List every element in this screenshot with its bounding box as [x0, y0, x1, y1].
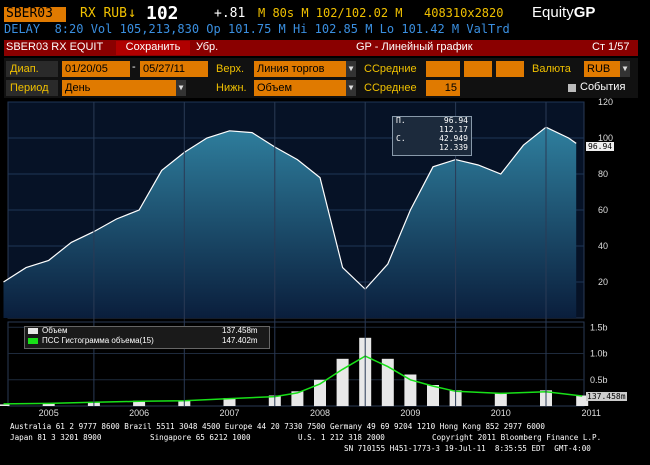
save-button[interactable]: Сохранить: [116, 41, 190, 55]
volume-bar: [576, 395, 589, 406]
lower-tick-label: 1.0b: [590, 349, 608, 359]
delete-button[interactable]: Убр.: [196, 41, 219, 53]
volume-bar: [133, 400, 146, 407]
volume-bar: [42, 403, 55, 406]
brand-equity: Equity: [532, 4, 574, 21]
x-year-label: 2011: [582, 408, 601, 418]
security-label[interactable]: SBER03 RX EQUIT: [6, 41, 104, 53]
legend-price-value: 96.94: [443, 116, 468, 125]
ticker-box[interactable]: [4, 7, 66, 22]
x-year-label: 2005: [39, 408, 59, 418]
currency-select[interactable]: RUB: [584, 61, 620, 77]
events-label[interactable]: События: [580, 81, 626, 93]
lower-select[interactable]: Объем: [254, 80, 346, 96]
brand: EquityGP: [532, 4, 595, 21]
currency-dropdown-icon[interactable]: ▼: [620, 61, 630, 77]
x-year-label: 2010: [491, 408, 511, 418]
volume-mav-line: [3, 355, 583, 405]
legend-row-c: C. 42.949: [396, 134, 468, 143]
upper-tick-label: 60: [598, 205, 608, 215]
events-checkbox[interactable]: [568, 84, 576, 92]
size-info: M 80s M 102/102.02 M: [258, 6, 403, 20]
footer-japan: Japan 81 3 3201 8900: [10, 433, 102, 442]
legend-c-value: 42.949: [439, 134, 468, 143]
last-price-tag: 96.94: [586, 142, 615, 151]
footer-session: SN 710155 H451-1773-3 19-Jul-11 8:35:55 …: [344, 444, 591, 453]
mav-legend-value: 147.402m: [222, 336, 258, 345]
date-to-input[interactable]: 05/27/11: [140, 61, 208, 77]
ma-input-1[interactable]: [426, 61, 460, 77]
upper-legend: [392, 116, 472, 156]
volume-bar: [381, 358, 394, 407]
volume-swatch: [28, 328, 38, 334]
footer-us: U.S. 1 212 318 2000: [298, 433, 385, 442]
volume-bar: [336, 358, 349, 407]
date-from-input[interactable]: 01/20/05: [62, 61, 130, 77]
volume-legend-value: 137.458m: [222, 326, 258, 335]
x-year-label: 2006: [129, 408, 149, 418]
volume-bar: [223, 398, 236, 406]
currency-label: Валюта: [532, 63, 571, 75]
legend-high-value: 112.17: [439, 125, 468, 134]
lower-label: Нижн.: [216, 82, 247, 94]
volume-bar: [427, 385, 439, 406]
volume-legend-label: Объем: [42, 326, 68, 335]
last-price: 102: [146, 3, 179, 24]
ma-input-2[interactable]: [464, 61, 492, 77]
legend-price-icon: П.: [396, 116, 406, 125]
volume-bar: [404, 374, 417, 406]
chart-title: GP - Линейный график: [356, 41, 473, 53]
lower-dropdown-icon[interactable]: ▼: [346, 80, 356, 96]
footer-bg: [4, 418, 644, 462]
legend-row-price: П. 96.94: [396, 116, 468, 125]
footer-copyright: Copyright 2011 Bloomberg Finance L.P.: [432, 433, 602, 442]
ma-label: ССредние: [364, 63, 417, 75]
period-label: Период: [6, 80, 58, 96]
last-volume-tag: 137.458m: [586, 392, 627, 401]
mav-swatch: [28, 338, 38, 344]
ticker[interactable]: SBER03: [6, 6, 53, 21]
volume-info: 408310x2820: [424, 6, 504, 20]
down-arrow-icon: ↓: [128, 5, 137, 21]
delay-line: DELAY 8:20 Vol 105,213,830 Op 101.75 M H…: [4, 22, 510, 36]
volume-bar: [291, 391, 304, 406]
price-line: [3, 126, 577, 291]
legend-c-icon: C.: [396, 134, 406, 143]
ma2-label: ССреднее: [364, 82, 417, 94]
page-indicator[interactable]: Ст 1/57: [592, 41, 630, 53]
upper-select[interactable]: Линия торгов: [254, 61, 346, 77]
x-year-label: 2008: [310, 408, 330, 418]
volume-bar: [314, 379, 326, 407]
mav-legend-label: ПСС Гистограмма объема(15): [42, 336, 154, 345]
upper-dropdown-icon[interactable]: ▼: [346, 61, 356, 77]
ticker-sub: RX RUB: [80, 6, 127, 21]
ma2-input[interactable]: 15: [426, 80, 460, 96]
volume-bar: [494, 392, 507, 406]
range-label: Диап.: [6, 61, 58, 77]
date-separator: -: [132, 61, 136, 73]
price-area: [3, 127, 577, 318]
lower-tick-label: 0.5b: [590, 375, 608, 385]
upper-tick-label: 100: [598, 133, 613, 143]
upper-label: Верх.: [216, 63, 245, 75]
price-change: +.81: [214, 6, 246, 21]
upper-tick-label: 120: [598, 97, 613, 107]
lower-tick-label: 1.5b: [590, 322, 608, 332]
footer-line1: Australia 61 2 9777 8600 Brazil 5511 304…: [10, 422, 545, 431]
upper-tick-label: 40: [598, 241, 608, 251]
ma-input-3[interactable]: [496, 61, 524, 77]
upper-tick-label: 80: [598, 169, 608, 179]
period-select[interactable]: День: [62, 80, 176, 96]
x-year-label: 2009: [400, 408, 420, 418]
period-dropdown-icon[interactable]: ▼: [176, 80, 186, 96]
volume-bar: [0, 404, 10, 406]
lower-legend: [24, 326, 270, 349]
legend-low-value: 12.339: [439, 143, 468, 152]
brand-gp: GP: [573, 4, 596, 21]
upper-tick-label: 20: [598, 277, 608, 287]
x-year-label: 2007: [219, 408, 239, 418]
footer-singapore: Singapore 65 6212 1000: [150, 433, 251, 442]
